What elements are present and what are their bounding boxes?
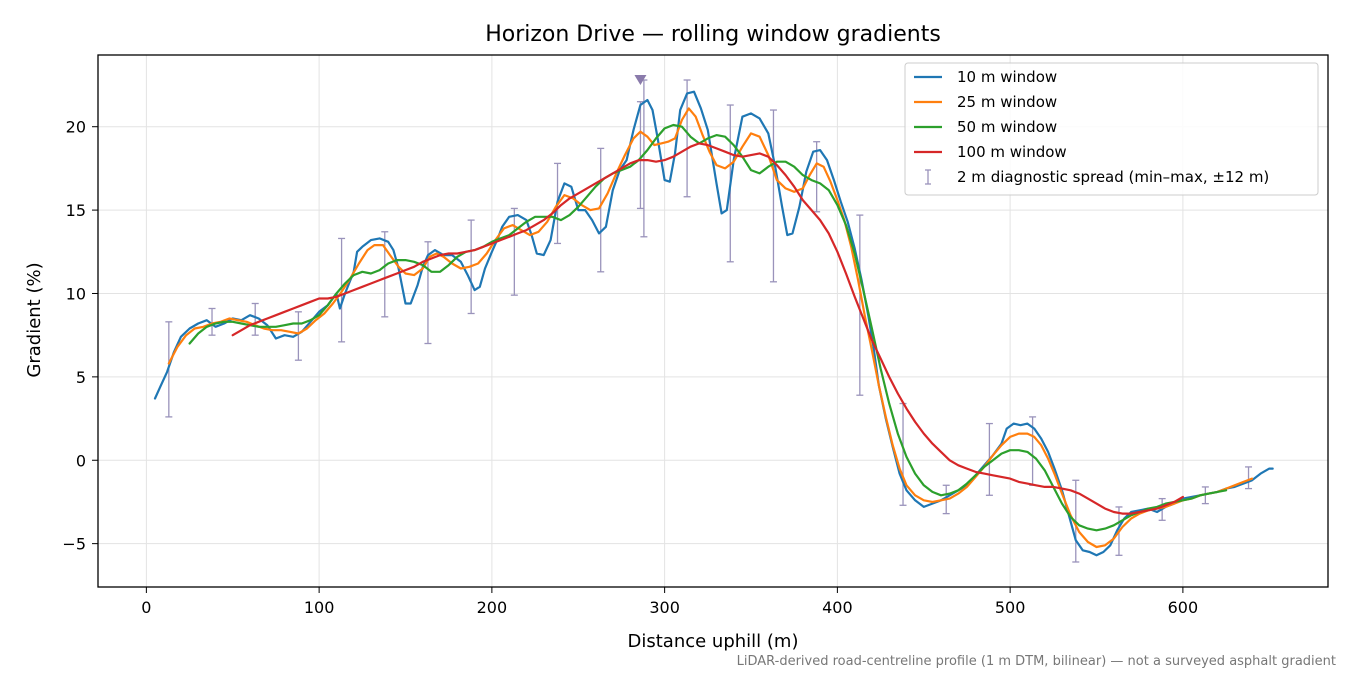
legend: 10 m window 25 m window 50 m window 100 m w… [904, 62, 1319, 196]
y-tick-label: 15 [66, 201, 86, 220]
plot-layer [153, 75, 1274, 563]
grid-layer [98, 55, 1328, 587]
legend-label-1: 10 m window [957, 68, 1057, 86]
legend-label-2: 25 m window [957, 93, 1057, 111]
chart-title: Horizon Drive — rolling window gradients [485, 22, 941, 47]
legend-label-errorbar: 2 m diagnostic spread (min–max, ±12 m) [957, 168, 1269, 186]
legend-label-3: 50 m window [957, 118, 1057, 136]
x-tick-label: 300 [649, 598, 680, 617]
legend-label-4: 100 m window [957, 143, 1067, 161]
y-tick-label: 5 [76, 368, 86, 387]
y-tick-label: −5 [62, 535, 86, 554]
x-tick-label: 200 [477, 598, 508, 617]
series-line-1 [153, 90, 1274, 557]
y-axis-label: Gradient (%) [24, 262, 45, 377]
plot-frame [97, 54, 1329, 588]
x-tick-label: 600 [1168, 598, 1199, 617]
x-tick-label: 100 [304, 598, 335, 617]
y-tick-label: 20 [66, 118, 86, 137]
y-tick-label: 10 [66, 284, 86, 303]
x-tick-label: 400 [822, 598, 853, 617]
x-axis-label: Distance uphill (m) [628, 631, 799, 652]
x-tick-label: 500 [995, 598, 1026, 617]
series-line-4 [231, 142, 1184, 515]
legend-box [904, 62, 1319, 196]
peak-marker [634, 75, 647, 86]
chart-footnote: LiDAR-derived road-centreline profile (1… [737, 654, 1336, 669]
series-line-2 [167, 107, 1254, 549]
tick-layer: 0 100 200 300 400 500 600 −5 0 5 10 15 20 [62, 118, 1198, 617]
y-tick-label: 0 [76, 451, 86, 470]
x-tick-label: 0 [141, 598, 151, 617]
